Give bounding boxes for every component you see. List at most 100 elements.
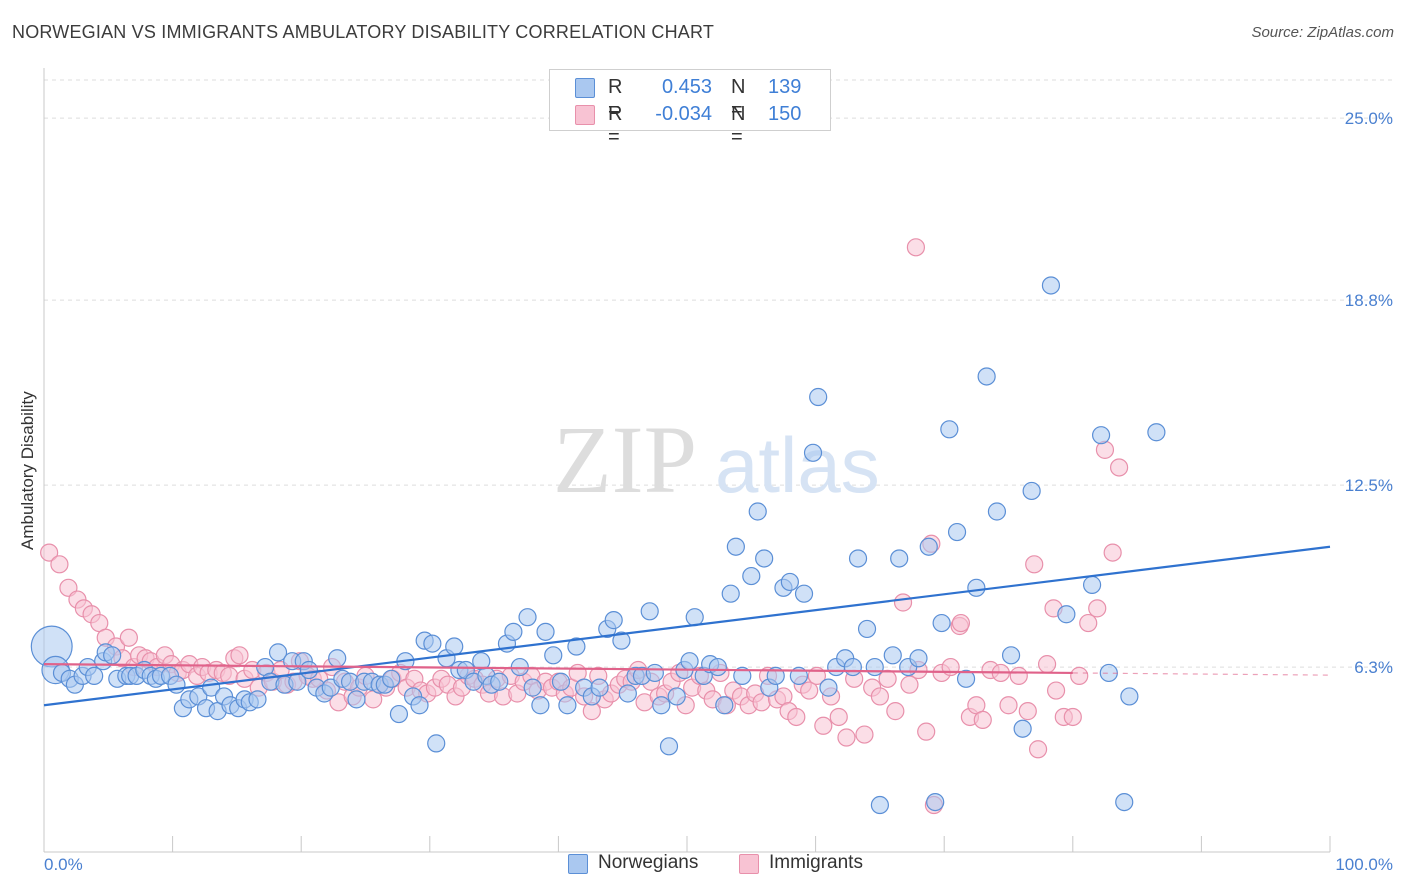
norwegians-point: [490, 672, 509, 691]
axes: [43, 68, 1331, 853]
norwegians-point: [956, 669, 976, 688]
norwegians-point: [857, 619, 877, 639]
immigrants-point: [50, 555, 69, 574]
norwegians-point: [1001, 646, 1021, 665]
watermark-atlas: atlas: [715, 421, 880, 509]
norwegians-point: [410, 696, 429, 715]
watermark-zip: ZIP: [553, 406, 697, 513]
norwegians-point: [604, 611, 623, 630]
norwegians-point: [427, 734, 446, 753]
immigrants-point: [917, 722, 936, 741]
immigrants-point: [1046, 681, 1066, 700]
x-tick-label: 100.0%: [1335, 855, 1393, 874]
norwegians-point: [523, 678, 542, 697]
y-tick-label: 25.0%: [1345, 109, 1393, 128]
y-tick-label: 18.8%: [1345, 291, 1393, 310]
norwegians-point: [1041, 276, 1061, 295]
norwegians-point: [652, 696, 671, 715]
norwegians-point: [932, 613, 951, 633]
norwegians-point: [1013, 719, 1032, 738]
immigrants-point: [837, 728, 856, 747]
norwegians-point: [947, 522, 967, 542]
norwegians-point: [926, 792, 945, 812]
norwegians-point: [667, 687, 686, 706]
norwegians-point: [721, 584, 740, 603]
norwegians-point: [645, 663, 664, 683]
immigrants-label: Immigrants: [769, 852, 863, 873]
norwegians-point: [715, 696, 734, 715]
legend-r-value: -0.034: [655, 103, 712, 125]
immigrants-point: [1070, 666, 1089, 685]
immigrants-point: [893, 593, 913, 612]
gridlines: [44, 79, 1392, 668]
norwegians-point: [843, 657, 862, 677]
norwegians-point: [531, 696, 550, 715]
norwegians-point: [909, 649, 928, 668]
immigrants-point: [900, 675, 919, 694]
norwegians-point: [567, 637, 586, 656]
norwegians-point: [103, 646, 122, 665]
norwegians-point: [809, 387, 828, 407]
immigrants-point: [999, 696, 1018, 715]
norwegians-point: [299, 660, 319, 680]
norwegians-point: [1115, 792, 1134, 812]
immigrants-point: [886, 702, 905, 721]
immigrants-trend-extension: [1072, 672, 1331, 676]
norwegians-point: [940, 420, 959, 439]
norwegians-point: [870, 795, 890, 815]
immigrants-point: [829, 707, 848, 727]
norwegians-point: [780, 572, 799, 592]
y-axis-title: Ambulatory Disability: [18, 391, 37, 550]
immigrants-point: [906, 238, 926, 257]
norwegians-point: [865, 657, 884, 677]
norwegians-point: [1120, 687, 1139, 706]
legend-r-label: R =: [608, 103, 623, 148]
norwegians-point: [987, 502, 1007, 521]
norwegians-point: [590, 678, 609, 697]
legend: R = 0.453 N = 139 R = -0.034 N = 150: [549, 69, 831, 148]
immigrants-point: [1025, 555, 1044, 574]
immigrants-point: [787, 707, 806, 727]
source-label: Source: ZipAtlas.com: [1251, 24, 1394, 41]
immigrants-swatch: [739, 854, 759, 874]
norwegians-point: [742, 566, 761, 586]
immigrants-point: [1079, 613, 1098, 633]
norwegians-swatch: [568, 854, 588, 874]
norwegians-point: [967, 578, 986, 597]
norwegians-point: [85, 666, 104, 685]
norwegians-point: [1022, 481, 1041, 501]
immigrants-point: [855, 725, 874, 744]
norwegians-point: [803, 443, 823, 462]
norwegians-point: [755, 549, 774, 568]
immigrants-point: [951, 613, 971, 633]
norwegians-point: [389, 704, 409, 724]
legend-r-label: R =: [608, 76, 623, 121]
norwegians-point: [659, 737, 679, 756]
norwegians-point: [794, 584, 814, 603]
immigrants-point: [814, 716, 833, 735]
norwegians-point: [1091, 426, 1111, 445]
watermark: ZIP atlas: [553, 406, 880, 513]
x-tick-label: 0.0%: [44, 855, 83, 874]
norwegians-point: [558, 696, 577, 715]
chart-title: NORWEGIAN VS IMMIGRANTS AMBULATORY DISAB…: [12, 22, 715, 42]
immigrants-trend-line: [43, 663, 1073, 675]
norwegians-point: [504, 622, 523, 641]
norwegians-point: [248, 690, 267, 709]
legend-n-value: 150: [768, 103, 802, 125]
norwegians-point: [544, 646, 563, 665]
norwegians-point: [268, 643, 288, 662]
norwegians-point: [680, 652, 699, 671]
immigrants-point: [1037, 655, 1057, 674]
norwegians-point: [890, 549, 909, 568]
legend-n-label: N =: [731, 103, 746, 148]
legend-n-label: N =: [731, 76, 746, 121]
norwegians-point: [445, 637, 464, 656]
norwegians-point: [748, 502, 767, 521]
immigrants-point: [40, 543, 59, 562]
y-tick-label: 6.3%: [1354, 658, 1393, 677]
norwegians-point: [1147, 423, 1166, 442]
norwegians-point: [733, 666, 752, 685]
immigrants-swatch: [575, 105, 595, 125]
